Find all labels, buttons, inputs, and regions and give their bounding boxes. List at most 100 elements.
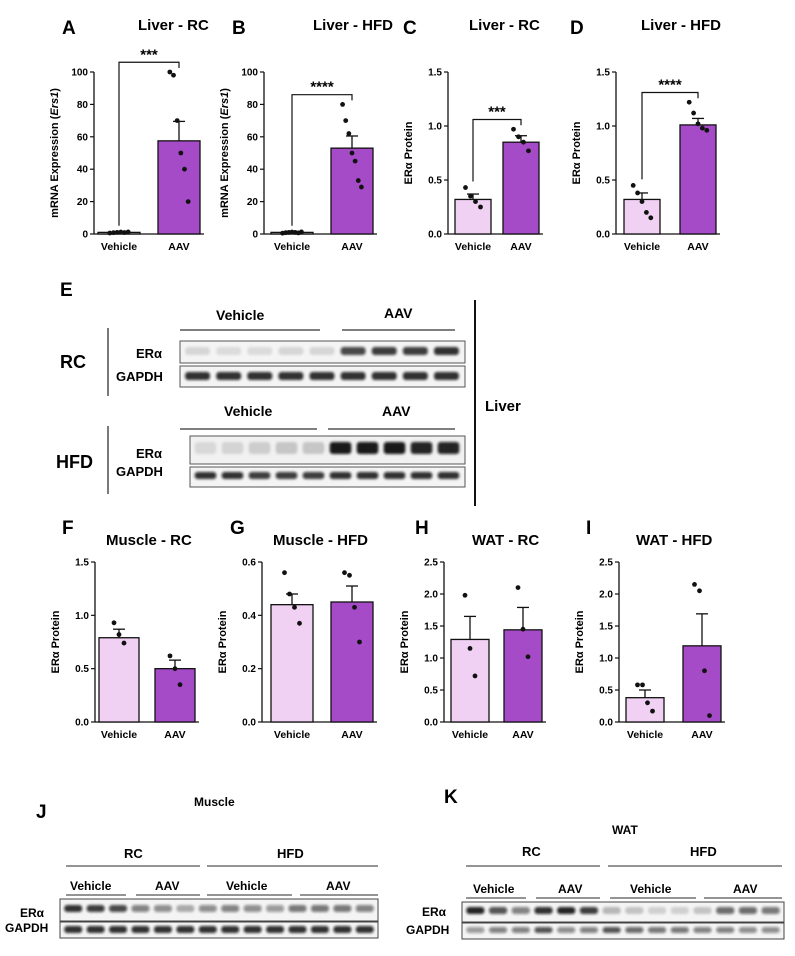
data-point-d bbox=[704, 127, 710, 133]
j-era-label: ERα bbox=[20, 906, 45, 920]
data-point-h bbox=[520, 626, 526, 632]
y-axis-label-h: ERα Protein bbox=[399, 610, 411, 673]
data-point-g bbox=[352, 604, 357, 610]
y-axis-label-c: ERα Protein bbox=[403, 121, 415, 184]
blot-band-gapdh bbox=[738, 927, 758, 933]
x-tick-label-h: Vehicle bbox=[452, 729, 488, 741]
blot-band-era bbox=[410, 442, 433, 454]
x-tick-label-f: AAV bbox=[164, 729, 185, 741]
blot-band-gapdh bbox=[86, 926, 105, 933]
panel-a-liver-rc-mrna: A Liver - RC 0 20 40 60 80 100 mRNA Expression (… bbox=[49, 17, 209, 253]
blot-band-gapdh bbox=[109, 926, 128, 933]
blot-band-era bbox=[64, 905, 83, 912]
blot-band-gapdh bbox=[302, 472, 325, 479]
bar-d-aav bbox=[679, 124, 717, 235]
blot-band-era bbox=[534, 907, 553, 914]
x-tick-label-i: AAV bbox=[691, 729, 712, 741]
bar-d-vehicle bbox=[623, 198, 661, 235]
blot-band-gapdh bbox=[647, 927, 667, 933]
k-era-label: ERα bbox=[422, 905, 447, 919]
data-point-i bbox=[697, 588, 702, 594]
data-point-b bbox=[355, 178, 361, 183]
blot-band-gapdh bbox=[176, 926, 195, 933]
panel-h-wat-rc-protein: H WAT - RC 0.0 0.5 1.0 1.5 2.0 2.5 ERα Protein Ve… bbox=[399, 518, 546, 741]
blot-band-era bbox=[738, 907, 758, 914]
y-tick-label-a: 20 bbox=[77, 197, 89, 208]
y-tick-label-i: 1.0 bbox=[599, 654, 613, 665]
y-axis-label-b: mRNA Expression (Ers1) bbox=[219, 88, 231, 218]
panel-label-g: G bbox=[230, 518, 245, 539]
panel-label-j: J bbox=[36, 802, 47, 823]
bar-f-vehicle bbox=[98, 637, 140, 723]
blot-band-era bbox=[185, 347, 210, 355]
y-tick-label-h: 0.5 bbox=[424, 686, 438, 697]
data-point-a bbox=[118, 229, 124, 235]
y-axis-label-i: ERα Protein bbox=[574, 610, 586, 673]
data-point-a bbox=[111, 230, 116, 236]
blot-band-gapdh bbox=[434, 372, 459, 380]
blot-band-era bbox=[153, 905, 172, 912]
data-point-g bbox=[297, 620, 302, 626]
y-tick-label-b: 0 bbox=[252, 230, 258, 241]
chart-title-i: WAT - HFD bbox=[636, 532, 713, 549]
blot-band-era bbox=[340, 347, 366, 355]
blot-band-era bbox=[275, 442, 298, 454]
blot-band-gapdh bbox=[153, 926, 172, 933]
data-point-i bbox=[707, 713, 712, 718]
blot-band-gapdh bbox=[64, 926, 83, 933]
bar-g-aav bbox=[330, 601, 374, 723]
chart-title-g: Muscle - HFD bbox=[273, 532, 368, 549]
k-era-membrane bbox=[461, 901, 785, 923]
data-point-a bbox=[114, 229, 120, 235]
x-tick-label-f: Vehicle bbox=[101, 729, 137, 741]
data-point-f bbox=[167, 653, 173, 659]
panel-i-wat-hfd-protein: I WAT - HFD 0.0 0.5 1.0 1.5 2.0 2.5 ERα Protein V… bbox=[574, 518, 725, 741]
x-tick-label-d: Vehicle bbox=[624, 241, 660, 253]
blot-band-era bbox=[402, 347, 428, 355]
data-point-c bbox=[521, 139, 526, 145]
bar-h-aav bbox=[503, 629, 543, 723]
x-tick-label-a: AAV bbox=[168, 241, 189, 253]
data-point-f bbox=[116, 632, 122, 637]
blot-band-era bbox=[625, 907, 644, 914]
blot-band-gapdh bbox=[216, 372, 242, 380]
blot-band-era bbox=[278, 347, 304, 355]
panel-g-muscle-hfd-protein: G Muscle - HFD 0.0 0.2 0.4 0.6 ERα Protein Vehi… bbox=[217, 518, 377, 741]
chart-title-b: Liver - HFD bbox=[313, 17, 393, 34]
blot-band-era bbox=[288, 905, 307, 912]
x-tick-label-d: AAV bbox=[687, 241, 708, 253]
data-point-h bbox=[472, 673, 478, 679]
blot-band-era bbox=[302, 442, 325, 454]
data-point-a bbox=[182, 166, 187, 172]
j-hfd-aav: AAV bbox=[326, 879, 350, 893]
y-tick-label-h: 2.5 bbox=[424, 558, 438, 569]
y-tick-label-b: 80 bbox=[247, 100, 259, 111]
data-point-d bbox=[644, 210, 649, 215]
j-gapdh-membrane bbox=[59, 921, 379, 939]
blot-band-gapdh bbox=[275, 472, 298, 479]
y-tick-label-g: 0.0 bbox=[242, 718, 256, 729]
blot-band-era bbox=[329, 442, 352, 454]
j-tissue-label: Muscle bbox=[194, 795, 235, 809]
data-point-b bbox=[359, 184, 364, 190]
blot-band-era bbox=[333, 905, 352, 912]
data-point-h bbox=[515, 585, 521, 590]
y-tick-label-d: 1.5 bbox=[596, 68, 610, 79]
blot-band-gapdh bbox=[670, 927, 689, 933]
blot-band-gapdh bbox=[557, 927, 576, 933]
blot-band-gapdh bbox=[248, 472, 271, 479]
blot-band-gapdh bbox=[371, 372, 397, 380]
j-hfd-vehicle: Vehicle bbox=[226, 879, 268, 893]
data-point-a bbox=[125, 229, 131, 235]
data-point-a bbox=[107, 230, 113, 236]
bar-f-aav bbox=[154, 668, 196, 723]
blot-band-era bbox=[716, 907, 735, 914]
blot-band-gapdh bbox=[761, 927, 780, 933]
y-axis-label-d: ERα Protein bbox=[571, 121, 583, 184]
x-tick-label-b: Vehicle bbox=[274, 241, 310, 253]
y-tick-label-f: 1.0 bbox=[75, 611, 89, 622]
data-point-c bbox=[511, 126, 516, 132]
data-point-d bbox=[648, 215, 654, 221]
k-hfd-label: HFD bbox=[690, 844, 717, 859]
data-point-b bbox=[340, 102, 345, 107]
